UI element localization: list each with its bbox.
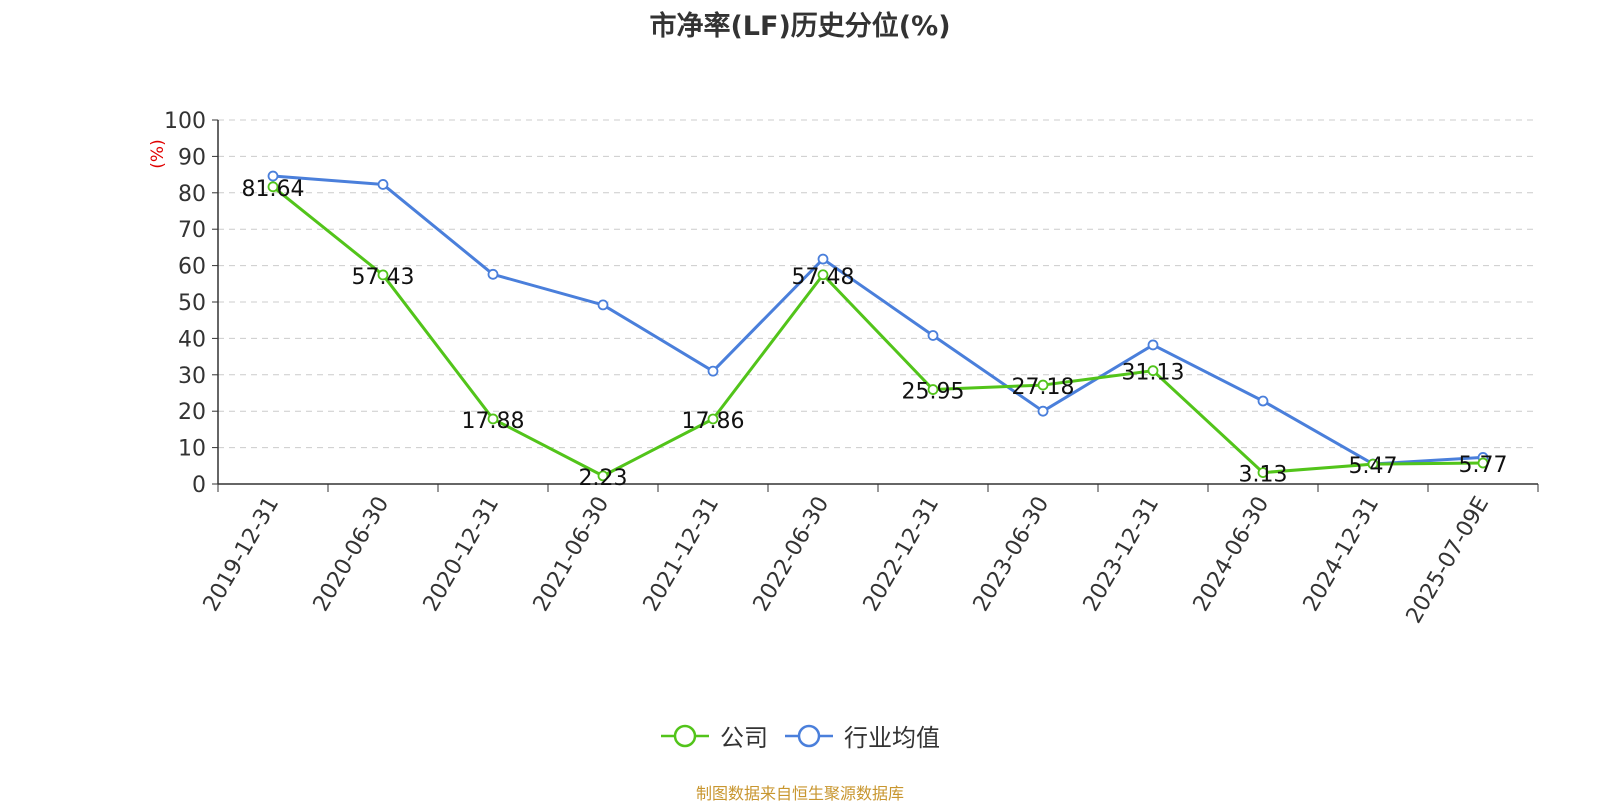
data-label: 3.13 [1239,463,1288,488]
data-label: 17.88 [462,409,525,434]
y-tick-label: 100 [164,109,206,134]
y-tick-label: 20 [178,400,206,425]
data-point [1257,395,1269,407]
data-point [817,253,829,265]
data-label: 5.47 [1349,454,1398,479]
y-tick-label: 70 [178,218,206,243]
data-label: 31.13 [1122,361,1185,386]
legend-marker-icon [785,724,833,747]
line-chart: 0 10 20 30 40 50 60 70 80 90 100 (%) 2019-12-31 2020-… [148,109,1539,628]
y-tick-label: 50 [178,291,206,316]
chart-title: 市净率(LF)历史分位(%) [649,11,951,42]
data-point [707,365,719,377]
x-tick-label: 2023-12-31 [1079,493,1165,616]
data-point [1257,467,1269,479]
y-tick-label: 0 [192,473,206,498]
data-label: 5.77 [1459,453,1508,478]
source-note: 制图数据来自恒生聚源数据库 [695,784,904,803]
data-point [597,299,609,311]
x-tick-label: 2024-12-31 [1299,493,1385,616]
data-point [1367,458,1379,470]
data-point [1477,457,1489,469]
legend-item[interactable]: 行业均值 [784,718,940,753]
y-tick-label: 60 [178,255,206,280]
x-tick-label: 2020-12-31 [419,493,505,616]
data-label: 25.95 [902,380,965,405]
series-line [272,185,1484,478]
data-label: 2.23 [579,466,628,491]
x-tick-label: 2025-07-09E [1402,493,1495,628]
x-tick-label: 2024-06-30 [1189,493,1275,616]
data-point [267,181,279,193]
y-tick-label: 80 [178,182,206,207]
x-tick-label: 2022-12-31 [859,493,945,616]
x-tick-label: 2019-12-31 [199,493,285,616]
series-line [272,174,1484,466]
data-label: 17.86 [682,409,745,434]
data-label: 81.64 [242,177,305,202]
data-label: 57.43 [352,265,415,290]
x-tick-label: 2020-06-30 [309,493,395,616]
y-tick-label: 10 [178,437,206,462]
y-tick-label: 40 [178,327,206,352]
data-point [1147,365,1159,377]
y-tick-label: 90 [178,145,206,170]
data-point [1037,379,1049,391]
legend: 公司 行业均值 [0,718,1600,753]
x-tick-label: 2021-12-31 [639,493,725,616]
data-point [707,413,719,425]
legend-label: 公司 [720,724,768,752]
data-label: 57.48 [792,265,855,290]
data-point [377,179,389,190]
data-point [927,330,939,341]
data-point [1147,339,1159,351]
data-point [1037,405,1049,417]
data-point [377,269,389,281]
data-point [817,269,829,281]
data-point [597,470,609,482]
x-tick-label: 2023-06-30 [969,493,1055,616]
x-tick-label: 2021-06-30 [529,493,615,616]
data-label: 27.18 [1012,375,1075,400]
y-axis-label: (%) [148,139,168,168]
data-point [487,268,499,280]
y-tick-label: 30 [178,364,206,389]
legend-item[interactable]: 公司 [660,718,768,753]
data-point [267,170,279,182]
legend-marker-icon [661,724,709,747]
x-tick-label: 2022-06-30 [749,493,835,616]
data-point [927,384,939,395]
data-point [487,413,499,425]
legend-label: 行业均值 [844,724,940,752]
